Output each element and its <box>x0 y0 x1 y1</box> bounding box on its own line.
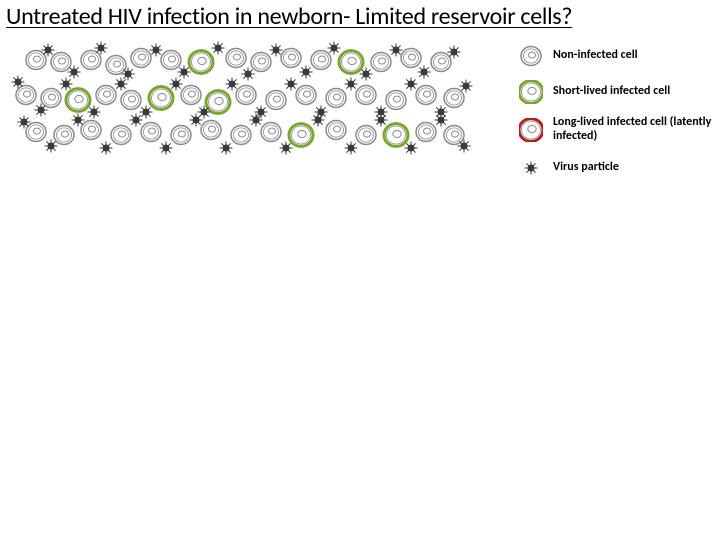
diagram-svg <box>6 40 506 160</box>
legend-label: Long-lived infected cell (latently infec… <box>553 116 714 144</box>
short-lived-cell-icon <box>519 80 543 104</box>
cell-diagram <box>6 40 506 160</box>
legend-item-short: Short-lived infected cell <box>519 80 714 104</box>
legend-label: Virus particle <box>553 161 619 175</box>
legend-label: Short-lived infected cell <box>553 85 670 99</box>
legend-item-long: Long-lived infected cell (latently infec… <box>519 116 714 144</box>
legend-item-virus: Virus particle <box>519 156 714 180</box>
legend-label: Non-infected cell <box>553 49 638 63</box>
long-lived-cell-icon <box>519 118 543 142</box>
slide-title: Untreated HIV infection in newborn- Limi… <box>6 2 572 31</box>
virus-particle-icon <box>519 156 543 180</box>
legend-item-normal: Non-infected cell <box>519 44 714 68</box>
normal-cell-icon <box>519 44 543 68</box>
legend: Non-infected cell Short-lived infected c… <box>519 44 714 192</box>
